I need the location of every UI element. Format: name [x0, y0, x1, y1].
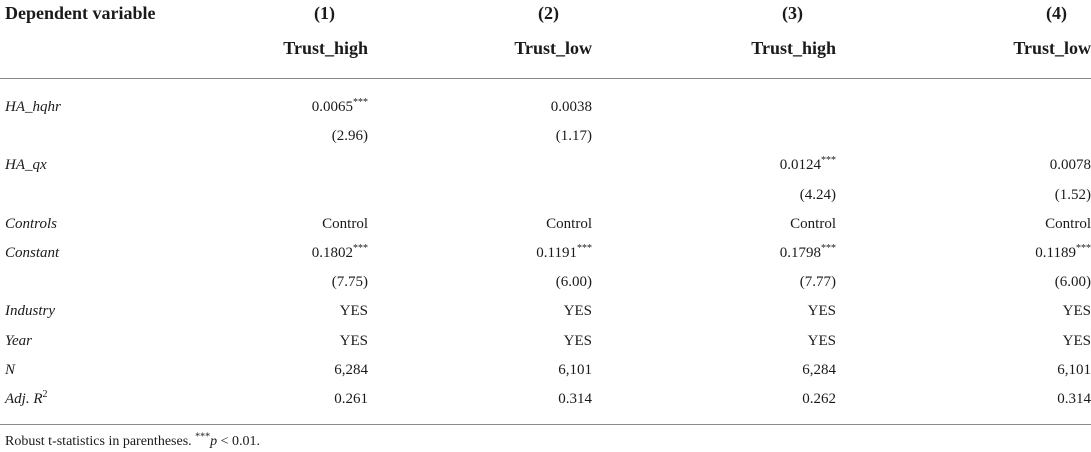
row-label-text: HA_hqhr — [5, 99, 61, 116]
table-cell-col1: 6,284 — [334, 361, 368, 378]
table-cell-col4: (1.52) — [1054, 186, 1091, 203]
col-name-4: Trust_low — [885, 33, 1091, 79]
row-label — [0, 268, 271, 297]
table-cell-col2: 0.1191*** — [536, 243, 592, 262]
table-cell-col3 — [628, 122, 885, 151]
row-label-superscript: 2 — [42, 388, 48, 400]
table-cell-col2 — [402, 151, 628, 180]
table-cell-col2: YES — [563, 332, 592, 349]
col-name-1: Trust_high — [271, 33, 402, 79]
col-name-3: Trust_high — [628, 33, 885, 79]
row-label: N — [0, 356, 271, 385]
table-cell-col4: 0.314 — [885, 384, 1091, 426]
col-num-4: (4) — [1046, 3, 1067, 23]
row-label: Controls — [0, 210, 271, 239]
regression-table: Dependent variable (1) (2) (3) (4) Trust_high… — [0, 0, 1091, 426]
significance-stars: *** — [353, 97, 368, 109]
table-cell-col1: 0.1802*** — [311, 243, 368, 262]
table-cell-col1: YES — [339, 332, 368, 349]
significance-stars: *** — [821, 243, 836, 255]
significance-stars: *** — [353, 243, 368, 255]
header-blank — [0, 33, 271, 79]
table-cell-col4: Control — [1045, 215, 1091, 232]
row-label: Constant — [0, 239, 271, 268]
row-label-text: Year — [5, 332, 32, 349]
footnote-prefix: Robust t-statistics in parentheses. — [5, 434, 196, 449]
table-row: Year YES YES YES YES — [0, 327, 1091, 356]
significance-stars: *** — [1076, 243, 1091, 255]
table-cell-col4 — [885, 79, 1091, 123]
table-row: N 6,284 6,101 6,284 6,101 — [0, 356, 1091, 385]
table-cell-col1: (2.96) — [331, 128, 368, 145]
table-row: Controls Control Control Control Control — [0, 210, 1091, 239]
table-cell-col1: (7.75) — [331, 274, 368, 291]
table-row: (4.24) (1.52) — [0, 181, 1091, 210]
table-cell-col2: (6.00) — [555, 274, 592, 291]
col-num-3: (3) — [782, 3, 803, 23]
header-row-numbers: Dependent variable (1) (2) (3) (4) — [0, 0, 1091, 33]
table-cell-col3: (4.24) — [799, 186, 836, 203]
table-cell-col4: (6.00) — [1054, 274, 1091, 291]
table-cell-col3: 0.262 — [628, 384, 885, 426]
table-cell-col2: 6,101 — [558, 361, 592, 378]
table-cell-col3: 0.0124*** — [779, 155, 836, 174]
table-row: Adj. R2 0.261 0.314 0.262 0.314 — [0, 384, 1091, 426]
row-label — [0, 181, 271, 210]
col-num-2: (2) — [538, 3, 559, 23]
table-cell-col1: 0.0065*** — [311, 97, 368, 116]
table-cell-col4: 0.0078 — [1049, 157, 1091, 174]
table-row: (2.96) (1.17) — [0, 122, 1091, 151]
table-cell-col3: Control — [790, 215, 836, 232]
table-cell-col2: 0.0038 — [550, 99, 592, 116]
table-cell-col1: Control — [322, 215, 368, 232]
row-label-text: Constant — [5, 245, 60, 262]
table-row: HA_qx 0.0124*** 0.0078 — [0, 151, 1091, 180]
row-label: HA_qx — [0, 151, 271, 180]
dependent-variable-header: Dependent variable — [5, 3, 156, 23]
table-cell-col1 — [271, 181, 402, 210]
row-label-text: HA_qx — [5, 157, 47, 174]
table-row: Constant 0.1802*** 0.1191*** 0.1798*** 0.118… — [0, 239, 1091, 268]
row-label-text: Adj. R — [5, 390, 43, 407]
table-cell-col3: YES — [807, 303, 836, 320]
table-cell-col3: 0.1798*** — [779, 243, 836, 262]
row-label-text: N — [5, 361, 16, 378]
table-cell-col3: 6,284 — [802, 361, 836, 378]
footnote-stars: *** — [195, 431, 211, 443]
row-label-text: Industry — [5, 303, 55, 320]
col-name-2: Trust_low — [402, 33, 628, 79]
table-cell-col4 — [885, 122, 1091, 151]
table-cell-col1 — [271, 151, 402, 180]
table-cell-col4: YES — [1062, 332, 1091, 349]
significance-stars: *** — [577, 243, 592, 255]
table-row: HA_hqhr 0.0065*** 0.0038 — [0, 79, 1091, 123]
significance-stars: *** — [821, 155, 836, 167]
row-label: Year — [0, 327, 271, 356]
table-row: (7.75) (6.00) (7.77) (6.00) — [0, 268, 1091, 297]
table-cell-col2: 0.314 — [402, 384, 628, 426]
row-label: Industry — [0, 297, 271, 326]
footnote-suffix: < 0.01. — [217, 434, 261, 449]
table-cell-col4: 0.1189*** — [1035, 243, 1091, 262]
row-label: HA_hqhr — [0, 79, 271, 123]
footnote-p: p — [210, 434, 218, 449]
table-cell-col3 — [628, 79, 885, 123]
table-cell-col4: YES — [1062, 303, 1091, 320]
table-cell-col3: (7.77) — [799, 274, 836, 291]
table-cell-col4: 6,101 — [1057, 361, 1091, 378]
table-row: Industry YES YES YES YES — [0, 297, 1091, 326]
table-cell-col2: (1.17) — [555, 128, 592, 145]
row-label-text: Controls — [5, 215, 57, 232]
table-cell-col1: YES — [339, 303, 368, 320]
table-cell-col1: 0.261 — [271, 384, 402, 426]
col-num-1: (1) — [314, 3, 335, 23]
table-footnote: Robust t-statistics in parentheses. ***p… — [5, 431, 261, 450]
header-row-names: Trust_high Trust_low Trust_high Trust_low — [0, 33, 1091, 79]
table-cell-col3: YES — [807, 332, 836, 349]
row-label — [0, 122, 271, 151]
table-cell-col2 — [402, 181, 628, 210]
row-label: Adj. R2 — [0, 384, 271, 426]
table-cell-col2: YES — [563, 303, 592, 320]
table-cell-col2: Control — [546, 215, 592, 232]
